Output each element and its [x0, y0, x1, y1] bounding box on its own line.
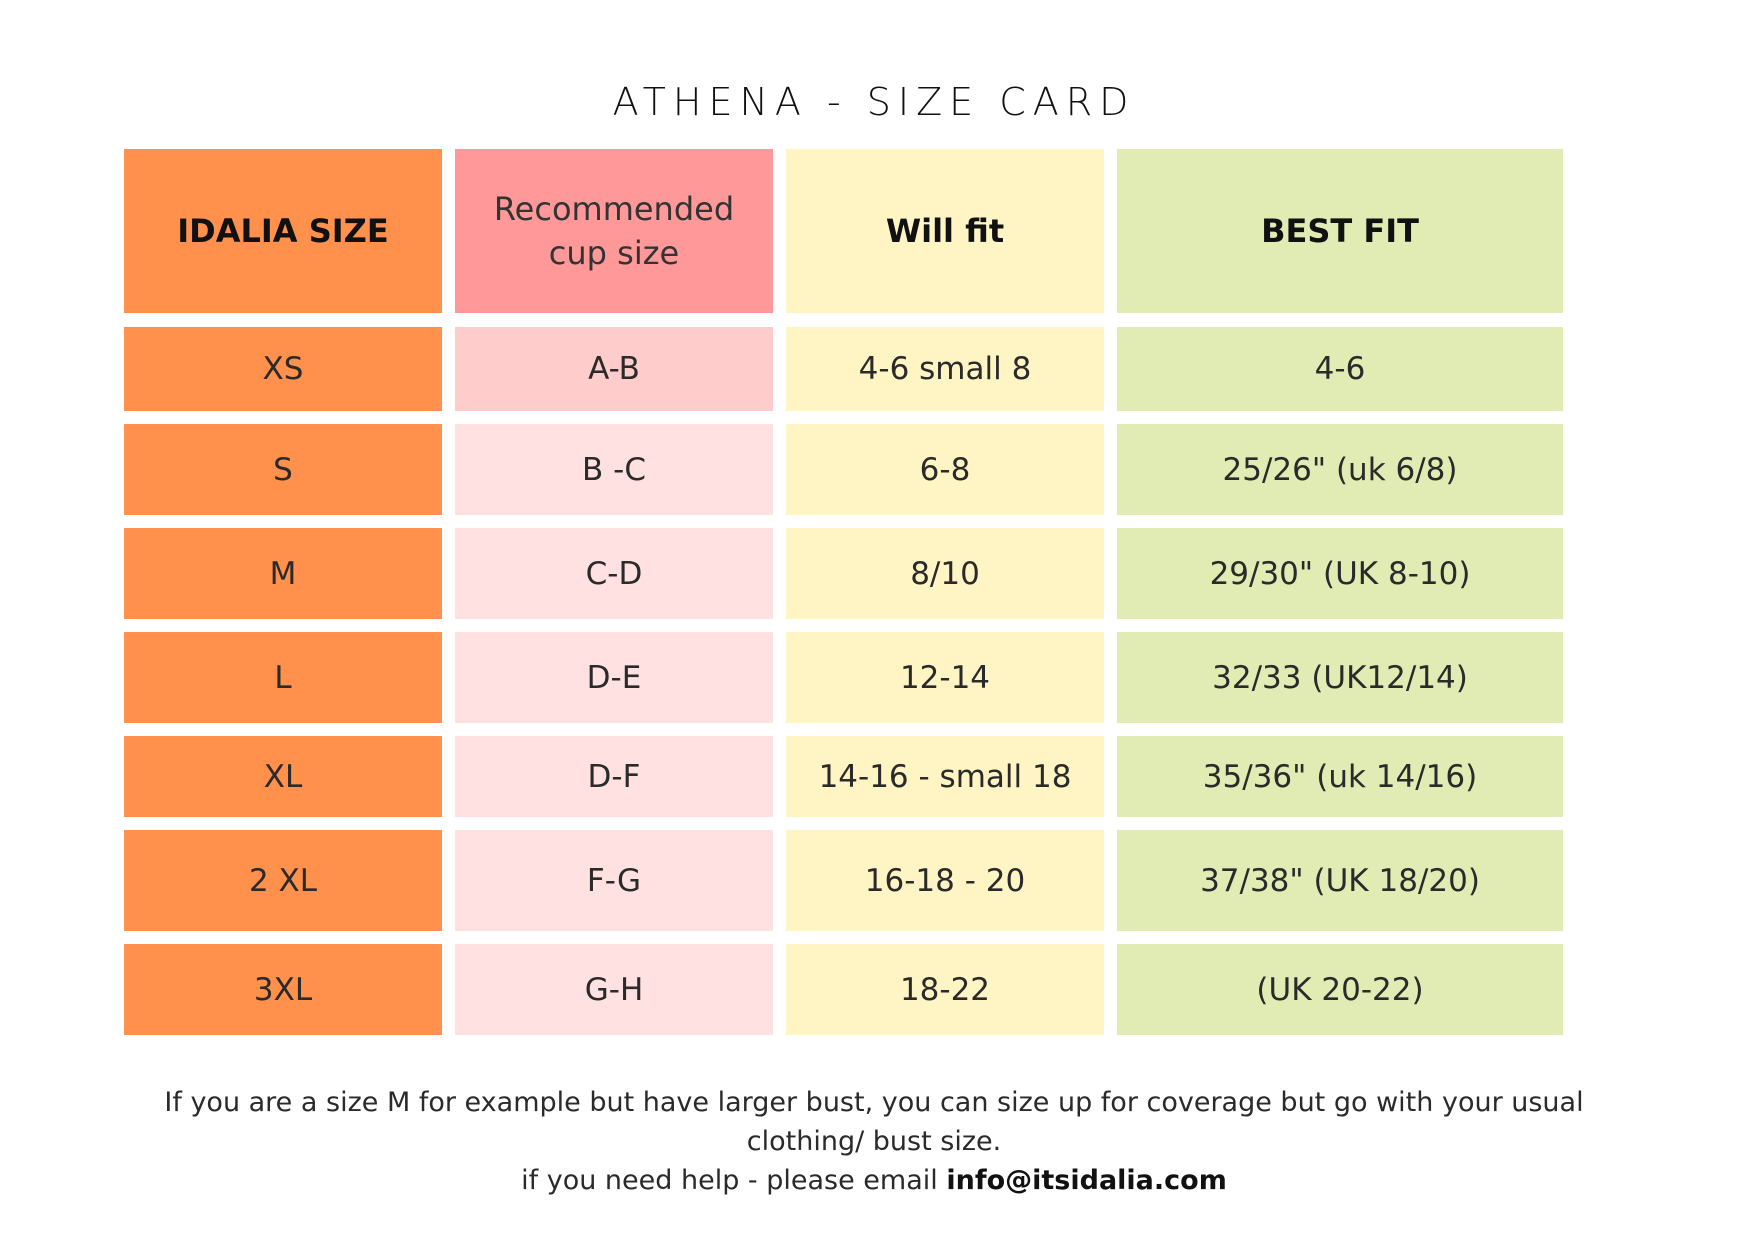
table-cell-cup: D-E — [455, 632, 773, 723]
email-link[interactable]: info@itsidalia.com — [946, 1165, 1227, 1196]
footer-help-text: if you need help - please email — [521, 1165, 947, 1196]
table-cell-cup: D-F — [455, 736, 773, 817]
table-cell-cup: G-H — [455, 944, 773, 1035]
table-cell-cup: A-B — [455, 327, 773, 411]
table-cell-will-fit: 18-22 — [786, 944, 1104, 1035]
table-cell-best-fit: 25/26" (uk 6/8) — [1117, 424, 1563, 515]
page-title: ATHENA - SIZE CARD — [612, 80, 1136, 124]
table-cell-best-fit: 32/33 (UK12/14) — [1117, 632, 1563, 723]
header-recommended-cup-size: Recommended cup size — [455, 149, 773, 313]
table-cell-cup: F-G — [455, 830, 773, 931]
table-cell-will-fit: 8/10 — [786, 528, 1104, 619]
table-cell-will-fit: 6-8 — [786, 424, 1104, 515]
table-cell-size: XL — [124, 736, 442, 817]
footer-note: If you are a size M for example but have… — [164, 1087, 1584, 1157]
header-idalia-size: IDALIA SIZE — [124, 149, 442, 313]
table-cell-size: S — [124, 424, 442, 515]
header-will-fit: Will fit — [786, 149, 1104, 313]
table-cell-best-fit: 29/30" (UK 8-10) — [1117, 528, 1563, 619]
footer-help-line: if you need help - please email info@its… — [150, 1161, 1598, 1200]
table-cell-size: XS — [124, 327, 442, 411]
table-cell-will-fit: 12-14 — [786, 632, 1104, 723]
table-cell-will-fit: 16-18 - 20 — [786, 830, 1104, 931]
table-cell-best-fit: 37/38" (UK 18/20) — [1117, 830, 1563, 931]
table-cell-cup: B -C — [455, 424, 773, 515]
table-cell-will-fit: 4-6 small 8 — [786, 327, 1104, 411]
table-cell-best-fit: 4-6 — [1117, 327, 1563, 411]
table-cell-size: L — [124, 632, 442, 723]
table-cell-size: 2 XL — [124, 830, 442, 931]
table-cell-size: M — [124, 528, 442, 619]
table-cell-best-fit: 35/36" (uk 14/16) — [1117, 736, 1563, 817]
table-cell-will-fit: 14-16 - small 18 — [786, 736, 1104, 817]
table-cell-size: 3XL — [124, 944, 442, 1035]
table-cell-cup: C-D — [455, 528, 773, 619]
table-cell-best-fit: (UK 20-22) — [1117, 944, 1563, 1035]
header-best-fit: BEST FIT — [1117, 149, 1563, 313]
